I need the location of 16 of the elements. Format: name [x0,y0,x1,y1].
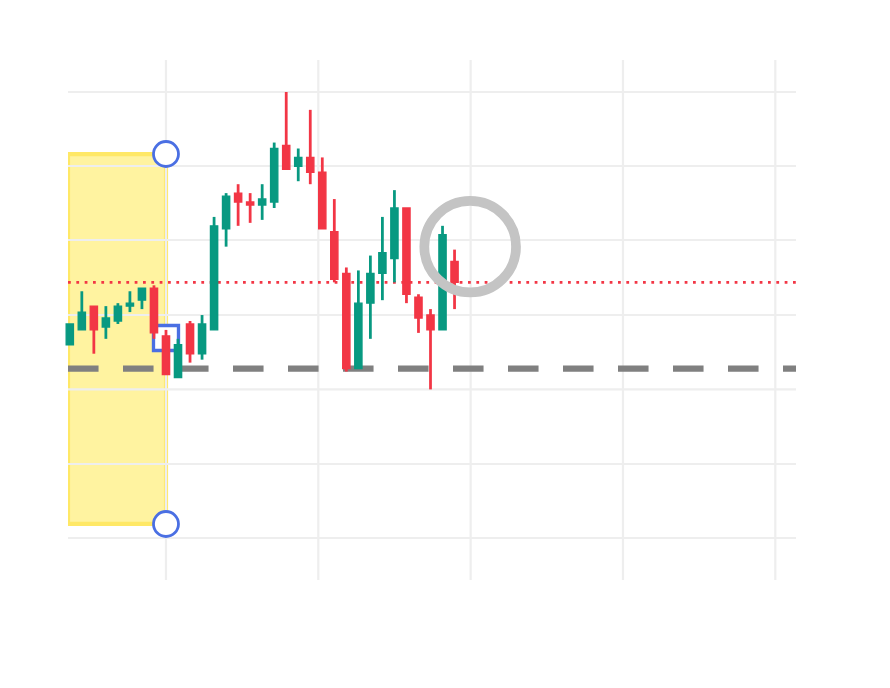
candlestick [233,182,243,228]
candlestick [245,191,255,225]
candlestick [281,90,291,171]
candlestick [89,304,99,356]
candlestick [173,337,183,379]
candlestick [197,313,207,362]
candlestick [293,147,303,183]
candlestick [221,191,231,249]
candlestick [65,323,75,346]
candlestick [125,289,135,314]
candlestick [77,289,87,332]
candlestick [185,319,195,365]
candlestick [101,304,111,341]
candlestick [137,286,147,311]
candlestick [113,301,123,326]
candlestick [257,182,267,222]
